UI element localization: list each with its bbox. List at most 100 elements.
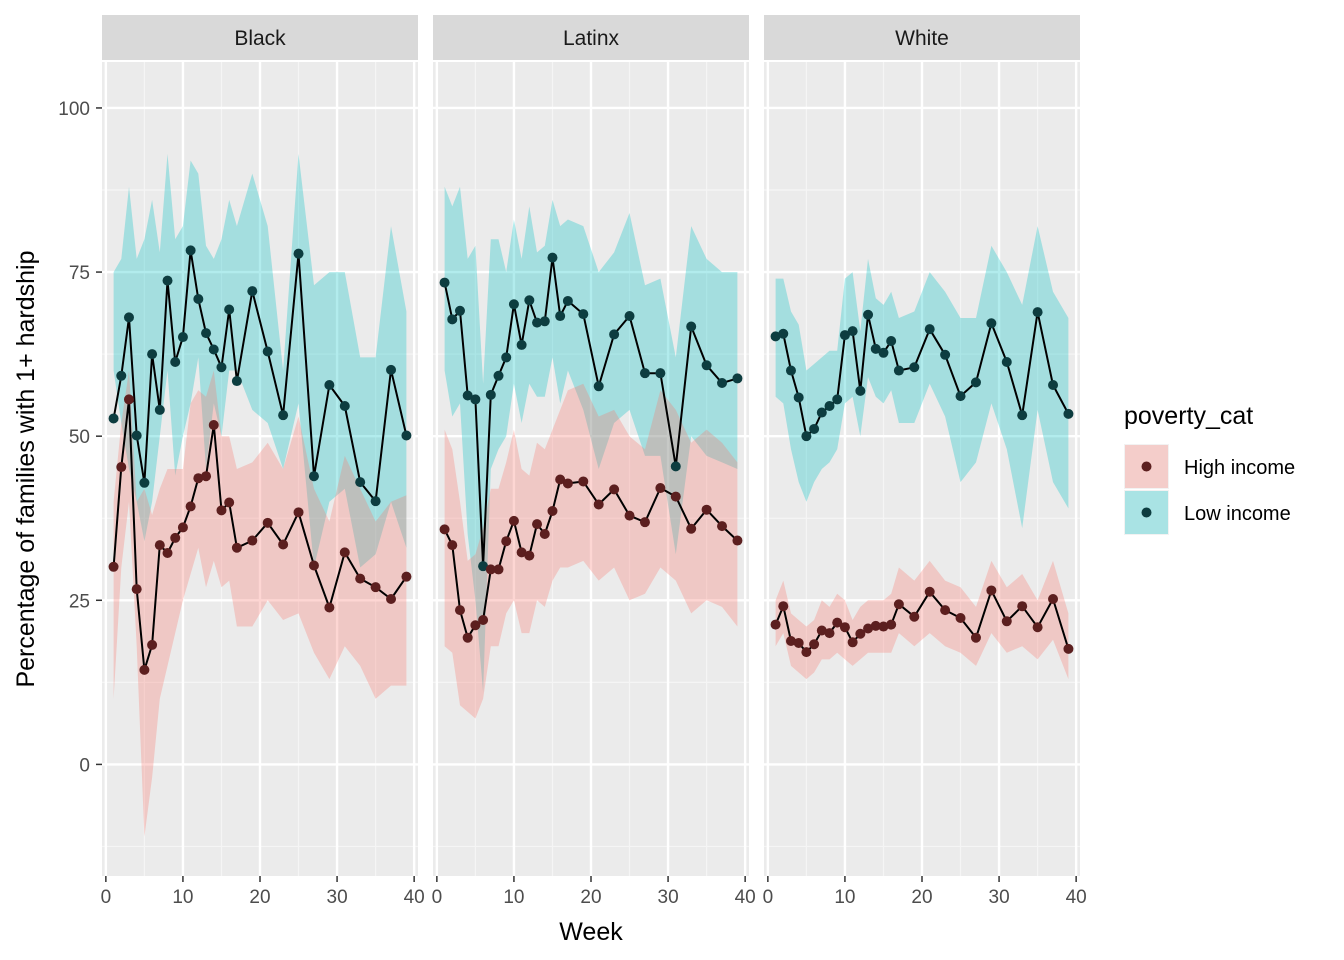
y-tick-label: 75 bbox=[69, 263, 90, 284]
point-low-income bbox=[278, 410, 289, 421]
point-high-income bbox=[485, 564, 496, 575]
point-high-income bbox=[670, 491, 681, 502]
legend: poverty_cat High income Low income bbox=[1124, 402, 1295, 535]
point-low-income bbox=[293, 248, 304, 259]
point-high-income bbox=[824, 628, 835, 639]
point-high-income bbox=[624, 510, 635, 521]
y-tick-label: 50 bbox=[69, 427, 90, 448]
point-high-income bbox=[116, 462, 127, 473]
point-low-income bbox=[801, 431, 812, 442]
point-high-income bbox=[832, 617, 843, 628]
point-low-income bbox=[855, 385, 866, 396]
ribbon-low-income-white bbox=[775, 226, 1069, 529]
point-high-income bbox=[655, 483, 666, 494]
point-high-income bbox=[478, 614, 489, 625]
point-low-income bbox=[516, 339, 527, 350]
point-high-income bbox=[516, 547, 527, 558]
point-low-income bbox=[170, 356, 181, 367]
point-high-income bbox=[593, 499, 604, 510]
x-tick-label: 40 bbox=[404, 887, 425, 908]
x-tick-label: 20 bbox=[249, 887, 270, 908]
point-high-income bbox=[185, 501, 196, 512]
point-high-income bbox=[162, 548, 173, 559]
point-high-income bbox=[462, 632, 473, 643]
point-high-income bbox=[539, 528, 550, 539]
x-tick-label: 20 bbox=[580, 887, 601, 908]
point-high-income bbox=[401, 571, 412, 582]
point-low-income bbox=[224, 304, 235, 315]
point-high-income bbox=[208, 420, 219, 431]
point-high-income bbox=[732, 535, 743, 546]
point-high-income bbox=[355, 573, 366, 584]
point-high-income bbox=[139, 664, 150, 675]
point-high-income bbox=[131, 584, 142, 595]
point-low-income bbox=[439, 277, 450, 288]
point-high-income bbox=[262, 517, 273, 528]
facet-label-white: White bbox=[895, 27, 949, 50]
point-high-income bbox=[386, 593, 397, 604]
point-high-income bbox=[809, 639, 820, 650]
point-high-income bbox=[562, 478, 573, 489]
point-high-income bbox=[439, 524, 450, 535]
point-low-income bbox=[493, 370, 504, 381]
point-high-income bbox=[816, 625, 827, 636]
point-low-income bbox=[177, 332, 188, 343]
point-low-income bbox=[131, 430, 142, 441]
point-high-income bbox=[1001, 616, 1012, 627]
point-high-income bbox=[108, 561, 119, 572]
point-high-income bbox=[847, 637, 858, 648]
x-tick-label: 0 bbox=[763, 887, 774, 908]
legend-label: Low income bbox=[1184, 503, 1291, 525]
x-tick-label: 30 bbox=[327, 887, 348, 908]
point-low-income bbox=[593, 381, 604, 392]
point-high-income bbox=[493, 564, 504, 575]
point-low-income bbox=[470, 394, 481, 405]
point-low-income bbox=[717, 378, 728, 389]
point-high-income bbox=[1063, 643, 1074, 654]
point-high-income bbox=[216, 505, 227, 516]
facet-strip-white bbox=[764, 15, 1080, 60]
x-tick-label: 30 bbox=[989, 887, 1010, 908]
point-low-income bbox=[624, 311, 635, 322]
point-high-income bbox=[123, 394, 134, 405]
legend-entry-high-income: High income bbox=[1124, 444, 1295, 489]
point-high-income bbox=[224, 497, 235, 508]
point-low-income bbox=[793, 392, 804, 403]
point-low-income bbox=[909, 362, 920, 373]
line-low-income-latinx bbox=[443, 256, 738, 568]
point-low-income bbox=[547, 252, 558, 263]
point-high-income bbox=[870, 620, 881, 631]
point-low-income bbox=[454, 305, 465, 316]
point-low-income bbox=[462, 390, 473, 401]
line-high-income-black bbox=[112, 398, 408, 671]
point-high-income bbox=[893, 599, 904, 610]
point-high-income bbox=[339, 547, 350, 558]
point-low-income bbox=[1017, 410, 1028, 421]
point-low-income bbox=[532, 317, 543, 328]
point-low-income bbox=[924, 324, 935, 335]
point-low-income bbox=[785, 365, 796, 376]
point-low-income bbox=[154, 404, 165, 415]
point-high-income bbox=[801, 647, 812, 658]
point-high-income bbox=[955, 613, 966, 624]
point-low-income bbox=[670, 461, 681, 472]
point-low-income bbox=[123, 312, 134, 323]
point-high-income bbox=[717, 521, 728, 532]
point-high-income bbox=[547, 506, 558, 517]
point-low-income bbox=[193, 293, 204, 304]
point-low-income bbox=[262, 346, 273, 357]
point-low-income bbox=[216, 362, 227, 373]
point-low-income bbox=[339, 400, 350, 411]
point-low-income bbox=[147, 349, 158, 360]
x-tick-label: 10 bbox=[834, 887, 855, 908]
point-low-income bbox=[940, 349, 951, 360]
point-low-income bbox=[701, 360, 712, 371]
point-low-income bbox=[863, 309, 874, 320]
point-low-income bbox=[816, 407, 827, 418]
legend-key-point bbox=[1141, 507, 1152, 518]
facet-black: Black 0 10 20 30 40 bbox=[101, 15, 425, 908]
y-tick-label: 100 bbox=[58, 99, 90, 120]
point-low-income bbox=[555, 311, 566, 322]
point-low-income bbox=[139, 477, 150, 488]
x-tick-label: 0 bbox=[101, 887, 112, 908]
